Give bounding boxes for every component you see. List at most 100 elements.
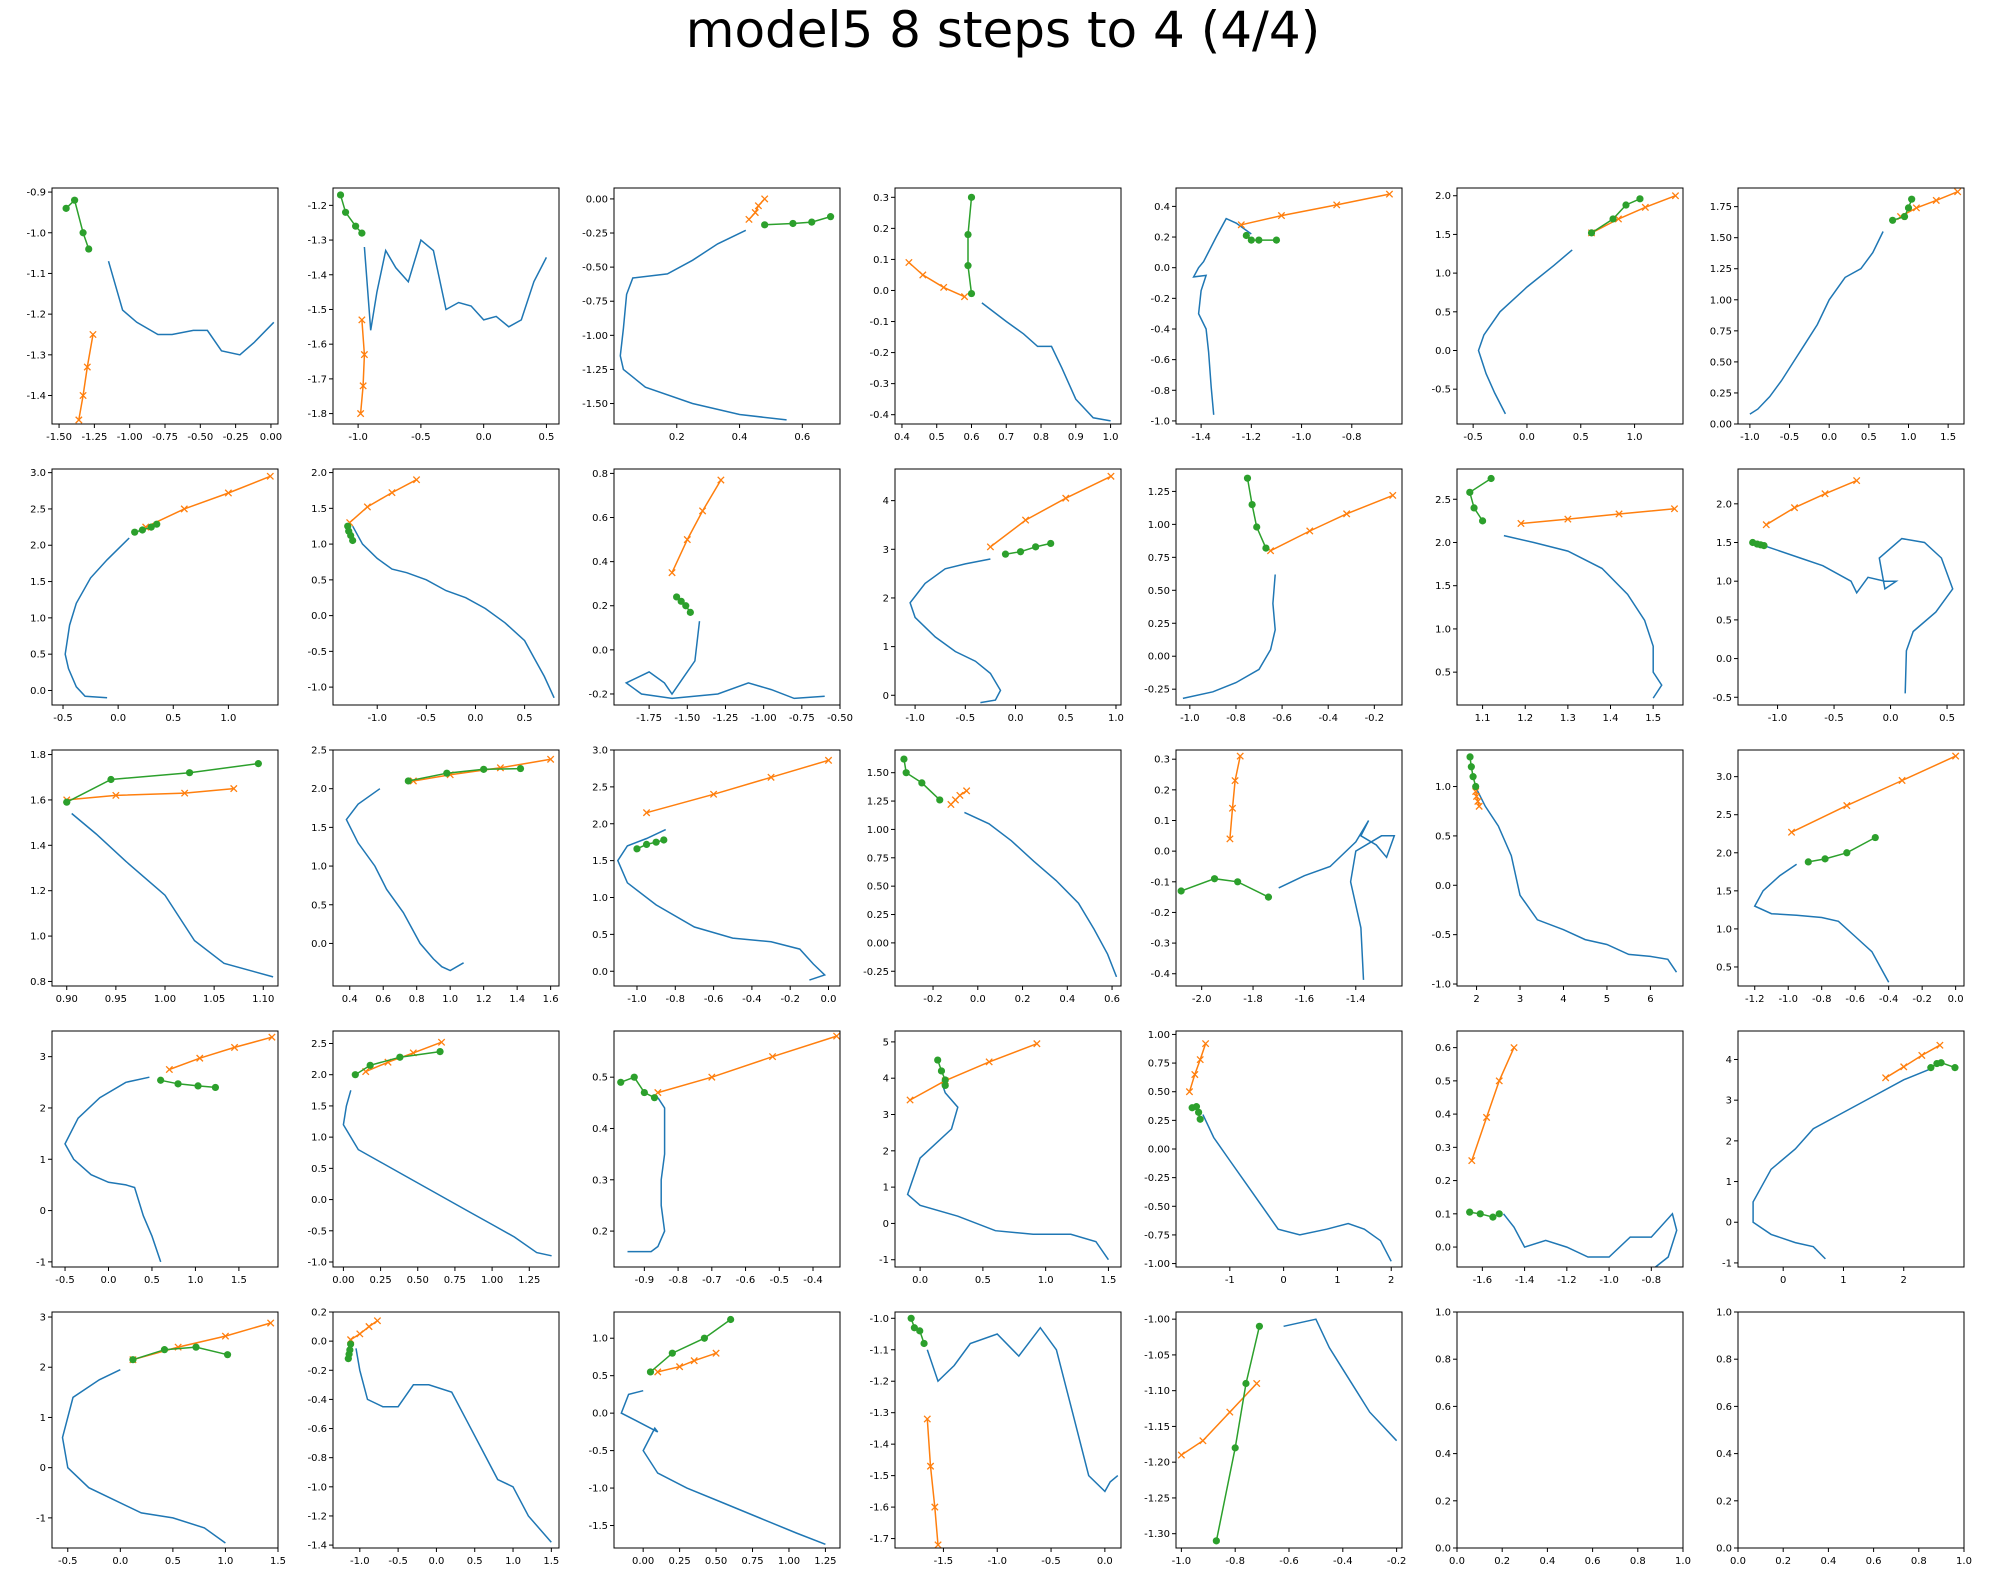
y-tick-label: -0.8 <box>307 1453 327 1464</box>
y-tick-label: -1.10 <box>1144 1386 1170 1397</box>
series-history-line <box>1477 249 1573 415</box>
target-point <box>1247 236 1255 244</box>
y-tick-label: 0.4 <box>1154 202 1170 213</box>
series-history-line <box>61 1369 226 1544</box>
prediction-point <box>1951 752 1960 760</box>
x-tick-label: 0.0 <box>970 994 986 1005</box>
prediction-point <box>1615 510 1623 518</box>
x-tick-label: -1.0 <box>1740 432 1760 443</box>
x-tick-label: -1.6 <box>1473 1275 1493 1286</box>
y-tick-label: 0.0 <box>873 286 889 297</box>
prediction-point <box>709 790 718 798</box>
y-tick-label: -1.5 <box>307 305 327 316</box>
x-tick-label: 1.5 <box>1100 1275 1116 1286</box>
x-tick-label: -1.0 <box>627 994 647 1005</box>
y-tick-label: 0.1 <box>1435 1209 1451 1220</box>
target-point <box>907 1314 915 1322</box>
prediction-point <box>1226 835 1234 843</box>
y-tick-label: -1.4 <box>869 1440 889 1451</box>
prediction-point <box>1852 476 1861 485</box>
prediction-point <box>923 1415 931 1423</box>
y-tick-label: 0.00 <box>1148 1145 1170 1156</box>
target-point <box>941 1081 949 1090</box>
y-tick-label: -1.30 <box>1144 1529 1170 1540</box>
y-tick-label: 5 <box>883 1037 889 1048</box>
y-tick-label: 1.0 <box>1435 1308 1451 1319</box>
target-point <box>652 838 660 846</box>
x-tick-label: 3 <box>1517 994 1523 1005</box>
prediction-point <box>1191 1070 1199 1079</box>
x-tick-label: -0.5 <box>55 1275 75 1286</box>
x-tick-label: 1.5 <box>231 1275 247 1286</box>
target-point <box>826 213 835 221</box>
series-history-line <box>1503 534 1663 699</box>
y-tick-label: 0.0 <box>311 611 327 622</box>
series-history-line <box>363 238 548 331</box>
y-tick-label: 0 <box>883 1219 889 1230</box>
target-point <box>1636 195 1644 203</box>
target-point <box>351 1071 359 1079</box>
series-history-line <box>909 558 1002 704</box>
prediction-point <box>1932 196 1940 205</box>
subplot-17: -1.0 -0.8 -0.6 -0.4 -0.2 0.0 3.0 2.5 2.0 1.5 1.0 0.… <box>592 746 841 1005</box>
series-history-line <box>71 812 274 978</box>
y-tick-label: 4 <box>1726 1055 1732 1066</box>
prediction-point <box>642 809 651 817</box>
prediction-point <box>1199 1437 1207 1445</box>
prediction-point <box>180 789 189 797</box>
prediction-point <box>224 489 233 497</box>
prediction-point <box>1918 1051 1926 1060</box>
series-history-line <box>355 1348 552 1543</box>
y-tick-label: 0.2 <box>592 601 608 612</box>
target-point <box>1262 544 1270 552</box>
target-point <box>443 769 451 777</box>
y-tick-label: -1.0 <box>307 1482 327 1493</box>
target-point <box>174 1080 182 1088</box>
prediction-point <box>1236 752 1244 760</box>
axes-frame <box>1737 187 1965 425</box>
y-tick-label: -1 <box>36 1513 46 1524</box>
axes-frame <box>51 1311 279 1549</box>
x-tick-label: -1.4 <box>1191 432 1211 443</box>
series-history-line <box>1192 217 1252 415</box>
x-tick-label: 1.6 <box>543 994 559 1005</box>
target-point <box>1951 1064 1959 1072</box>
y-tick-label: -1.00 <box>582 331 608 342</box>
prediction-point <box>1670 505 1679 513</box>
x-tick-label: -1.0 <box>1599 1275 1619 1286</box>
y-tick-label: 0.1 <box>873 255 889 266</box>
series-history-line <box>64 1076 162 1263</box>
y-tick-label: 1.5 <box>592 856 608 867</box>
x-tick-label: -0.6 <box>1272 713 1292 724</box>
prediction-point <box>675 1363 684 1371</box>
y-tick-label: 2.0 <box>1716 848 1732 859</box>
y-tick-label: -1.1 <box>869 1345 889 1356</box>
prediction-point <box>986 543 995 551</box>
axes-frame <box>613 1311 841 1549</box>
prediction-point <box>1333 201 1341 209</box>
y-tick-label: 0.6 <box>1435 1402 1451 1413</box>
x-tick-label: 0.0 <box>1449 1556 1465 1567</box>
y-tick-label: 3 <box>40 1313 46 1324</box>
prediction-point <box>1954 188 1962 196</box>
prediction-point <box>1196 1055 1204 1064</box>
y-tick-label: -1.0 <box>307 683 327 694</box>
x-tick-label: -1.8 <box>1243 994 1263 1005</box>
y-tick-label: 2 <box>1726 1136 1732 1147</box>
subplot-2: -1.0 -0.5 0.0 0.5 -1.2 -1.3 -1.4 -1.5 -1.6 -1.7 -1… <box>307 187 560 443</box>
x-tick-label: -0.5 <box>388 1556 408 1567</box>
y-tick-label: 0.2 <box>1716 1496 1732 1507</box>
y-tick-label: 0.3 <box>1154 755 1170 766</box>
prediction-point <box>1475 802 1483 810</box>
prediction-point <box>83 363 91 371</box>
x-tick-label: -0.2 <box>780 994 800 1005</box>
series-prediction-line <box>1229 755 1241 839</box>
y-tick-label: 2.0 <box>311 1070 327 1081</box>
x-tick-label: -1.0 <box>1172 1556 1192 1567</box>
target-point <box>194 1082 202 1090</box>
x-tick-label: 1.0 <box>187 1275 203 1286</box>
series-history-line <box>1278 820 1396 980</box>
series-target-line <box>1469 756 1477 787</box>
target-point <box>660 836 668 844</box>
target-point <box>668 1349 676 1357</box>
